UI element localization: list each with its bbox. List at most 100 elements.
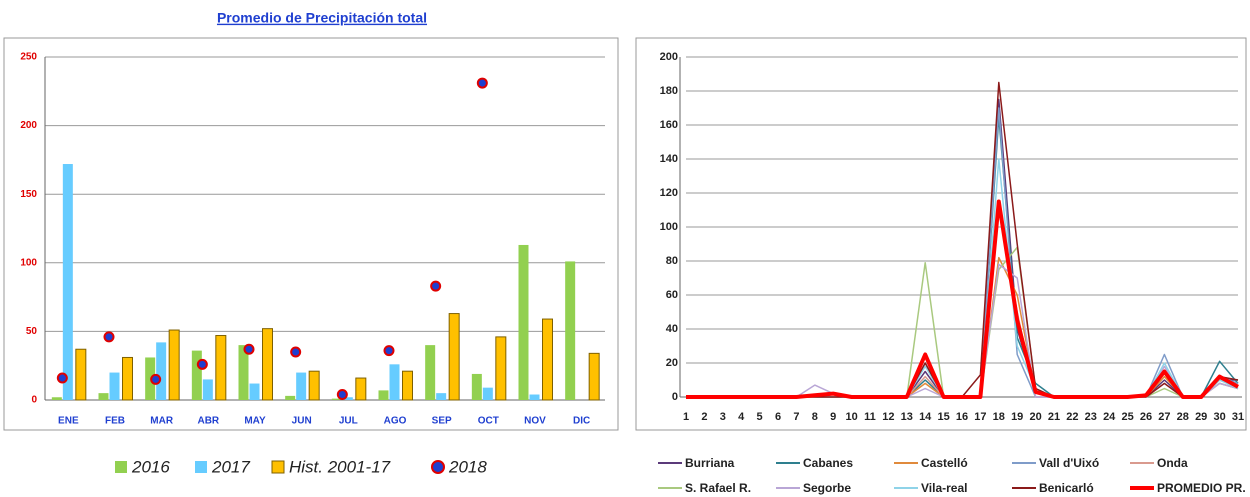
y-tick-label: 0 [31,395,37,406]
legend-label: Hist. 2001-17 [289,457,391,476]
legend-label: 2018 [448,457,487,476]
y-tick-label: 50 [26,326,38,337]
bar [156,342,167,400]
x-tick-label: JUL [339,416,358,427]
x-tick-label: 19 [1011,411,1023,423]
x-tick-label: 11 [864,411,876,423]
y-tick-label: 140 [660,153,678,165]
x-tick-label: 6 [775,411,781,423]
y-tick-label: 60 [666,289,678,301]
legend-label: Cabanes [803,456,853,470]
y-tick-label: 160 [660,119,678,131]
x-tick-label: 25 [1121,411,1133,423]
dot [150,373,162,385]
legend-label: Onda [1157,456,1188,470]
bar [378,390,389,400]
bar [51,397,62,400]
legend-label: Castelló [921,456,968,470]
legend-marker [195,461,207,473]
x-tick-label: 23 [1085,411,1097,423]
x-tick-label: 22 [1066,411,1078,423]
bar [249,383,260,400]
x-tick-label: 1 [683,411,689,423]
bar [308,370,320,401]
legend-label: Segorbe [803,481,851,495]
dot [103,331,115,343]
x-tick-label: 15 [937,411,949,423]
bar [402,370,413,401]
x-tick-label: 28 [1177,411,1189,423]
dot [196,358,208,370]
bar [122,356,133,401]
bar [565,261,576,400]
bar [145,357,156,400]
bar [262,328,273,401]
y-tick-label: 0 [672,391,678,403]
x-tick-label: 10 [845,411,857,423]
legend-label: Benicarló [1039,481,1094,495]
dot [336,389,348,401]
x-tick-label: 29 [1195,411,1207,423]
legend-marker [431,460,445,474]
x-tick-label: 9 [830,411,836,423]
bar [342,397,353,400]
x-tick-label: 17 [974,411,986,423]
y-tick-label: 20 [666,357,678,369]
legend-label: Burriana [685,456,735,470]
legend-label: Vila-real [921,481,967,495]
y-tick-label: 250 [20,52,37,63]
x-tick-label: 5 [757,411,763,423]
y-tick-label: 200 [660,51,678,63]
x-tick-label: 4 [738,411,745,423]
bar [482,387,493,400]
x-tick-label: 2 [701,411,707,423]
x-tick-label: 8 [812,411,818,423]
y-tick-label: 80 [666,255,678,267]
legend-label: 2017 [211,457,250,476]
x-tick-label: NOV [524,416,546,427]
bar [168,329,180,401]
bar [542,318,553,401]
legend-marker [115,461,127,473]
x-tick-label: 18 [993,411,1005,423]
bar [588,352,600,401]
y-tick-label: 40 [666,323,678,335]
x-tick-label: ENE [58,416,79,427]
x-tick-label: 3 [720,411,726,423]
bar [62,164,73,400]
y-tick-label: 180 [660,85,678,97]
y-tick-label: 100 [20,257,37,268]
x-tick-label: SEP [432,416,452,427]
bar [238,345,249,400]
x-tick-label: 14 [919,411,932,423]
panel-right [635,37,1247,431]
legend-label: PROMEDIO PR. [1157,481,1246,495]
bar [518,244,529,400]
x-tick-label: ABR [197,416,219,427]
x-tick-label: OCT [478,416,499,427]
x-tick-label: MAY [244,416,266,427]
x-tick-label: 31 [1232,411,1244,423]
bar [98,393,109,400]
y-tick-label: 120 [660,187,678,199]
x-tick-label: MAR [150,416,174,427]
chart-title: Promedio de Precipitación total [217,10,427,26]
bar [215,335,227,401]
dot [56,372,68,384]
bar [436,393,447,400]
x-tick-label: 30 [1213,411,1225,423]
bar [75,348,87,401]
bar [285,395,296,400]
dot [243,343,255,355]
bar [425,345,436,400]
x-tick-label: 7 [793,411,799,423]
legend-marker [271,460,285,474]
x-tick-label: 26 [1140,411,1152,423]
legend-label: S. Rafael R. [685,481,751,495]
bar [355,377,367,401]
dot [430,280,442,292]
x-tick-label: 27 [1158,411,1170,423]
bar [109,372,120,400]
line [686,199,1239,399]
